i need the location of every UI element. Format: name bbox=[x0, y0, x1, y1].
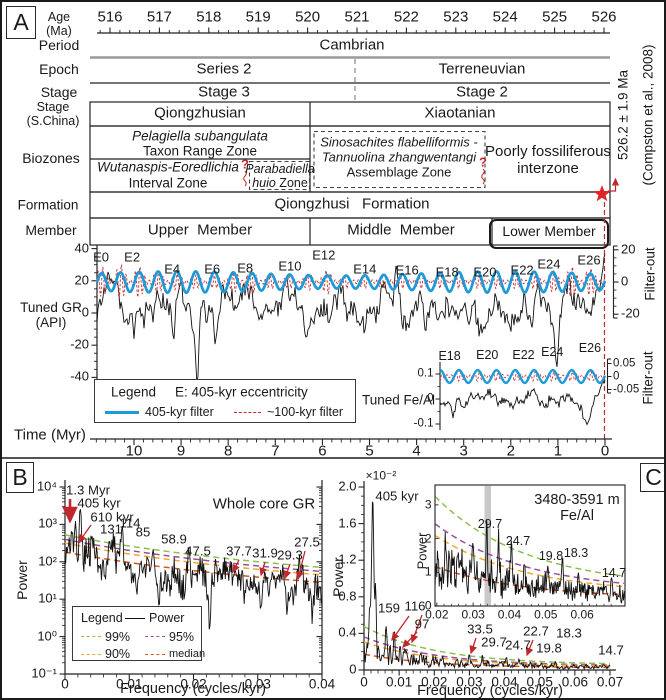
b-peak-label-arrow bbox=[78, 524, 92, 544]
gr-series-path bbox=[96, 254, 606, 385]
b-legend-90: 90% bbox=[105, 647, 131, 661]
c-spectrum-path bbox=[363, 501, 611, 671]
panel-b-label: B bbox=[6, 462, 34, 493]
lower-member-bracket bbox=[489, 219, 609, 249]
dating-arrow bbox=[608, 177, 620, 192]
c-peak-label-arrow bbox=[410, 614, 423, 644]
conf-95-sample-line bbox=[145, 636, 165, 637]
query-squiggle-right bbox=[481, 168, 485, 185]
panel-a-legend: Legend E: 405-kyr eccentricity 405-kyr f… bbox=[94, 379, 356, 423]
sinosachites-dashed-box bbox=[313, 130, 486, 189]
c-peak-label-arrow bbox=[526, 639, 534, 657]
median-sample-line bbox=[145, 653, 165, 655]
feal-405kyr-filter-path bbox=[439, 368, 607, 385]
c-peak-label-arrow bbox=[402, 631, 418, 648]
filter-100-sample-line bbox=[234, 411, 261, 413]
c-inset-conf-95-path bbox=[435, 523, 625, 585]
power-sample-line bbox=[125, 617, 145, 620]
b-legend-99: 99% bbox=[105, 630, 131, 644]
b-median-path bbox=[64, 551, 323, 584]
b-legend-power: Power bbox=[149, 611, 185, 625]
a-legend-405-label: 405-kyr filter bbox=[145, 405, 214, 419]
b-peak-label-arrow bbox=[283, 563, 292, 580]
member-box bbox=[89, 217, 611, 246]
c-inset-box bbox=[434, 484, 626, 607]
panel-c-label: C bbox=[640, 463, 664, 492]
gr-405kyr-filter-path bbox=[95, 269, 607, 295]
b-legend-95: 95% bbox=[169, 630, 195, 644]
a-legend-title: Legend bbox=[111, 384, 157, 400]
feal-series-path bbox=[439, 378, 606, 426]
b-peak-label-arrow bbox=[232, 559, 240, 574]
conf-90-sample-line bbox=[81, 653, 101, 655]
b-peak-label-arrow bbox=[259, 561, 267, 577]
parabadiella-dashed-box bbox=[248, 160, 311, 191]
formation-box bbox=[89, 191, 611, 219]
c-peak-label-arrow bbox=[469, 637, 477, 655]
b-legend-median: median bbox=[169, 647, 206, 660]
b-conf-99-path bbox=[64, 534, 323, 569]
b-spectrum-path bbox=[64, 509, 323, 630]
c-peak-label-arrow bbox=[391, 615, 410, 642]
filter-405-sample-line bbox=[105, 411, 139, 414]
panel-b-legend: Legend Power 99% 95% 90% median bbox=[72, 606, 206, 661]
dating-star-icon bbox=[593, 185, 611, 202]
conf-99-sample-line bbox=[81, 636, 101, 637]
schina-box bbox=[89, 101, 611, 127]
feal-100kyr-filter-path bbox=[439, 371, 606, 383]
query-squiggle-left bbox=[243, 170, 247, 187]
panel-a-label: A bbox=[6, 6, 36, 39]
c-inset-conf-90-path bbox=[435, 534, 625, 588]
b-peak-label-arrow bbox=[295, 550, 306, 581]
a-legend-eccentricity: E: 405-kyr eccentricity bbox=[175, 384, 308, 400]
c-inset-conf-99-path bbox=[435, 495, 625, 577]
a-legend-100-label: ~100-kyr filter bbox=[267, 405, 344, 419]
c-inset-spectrum-path bbox=[435, 519, 625, 604]
b-legend-title: Legend bbox=[81, 611, 123, 625]
